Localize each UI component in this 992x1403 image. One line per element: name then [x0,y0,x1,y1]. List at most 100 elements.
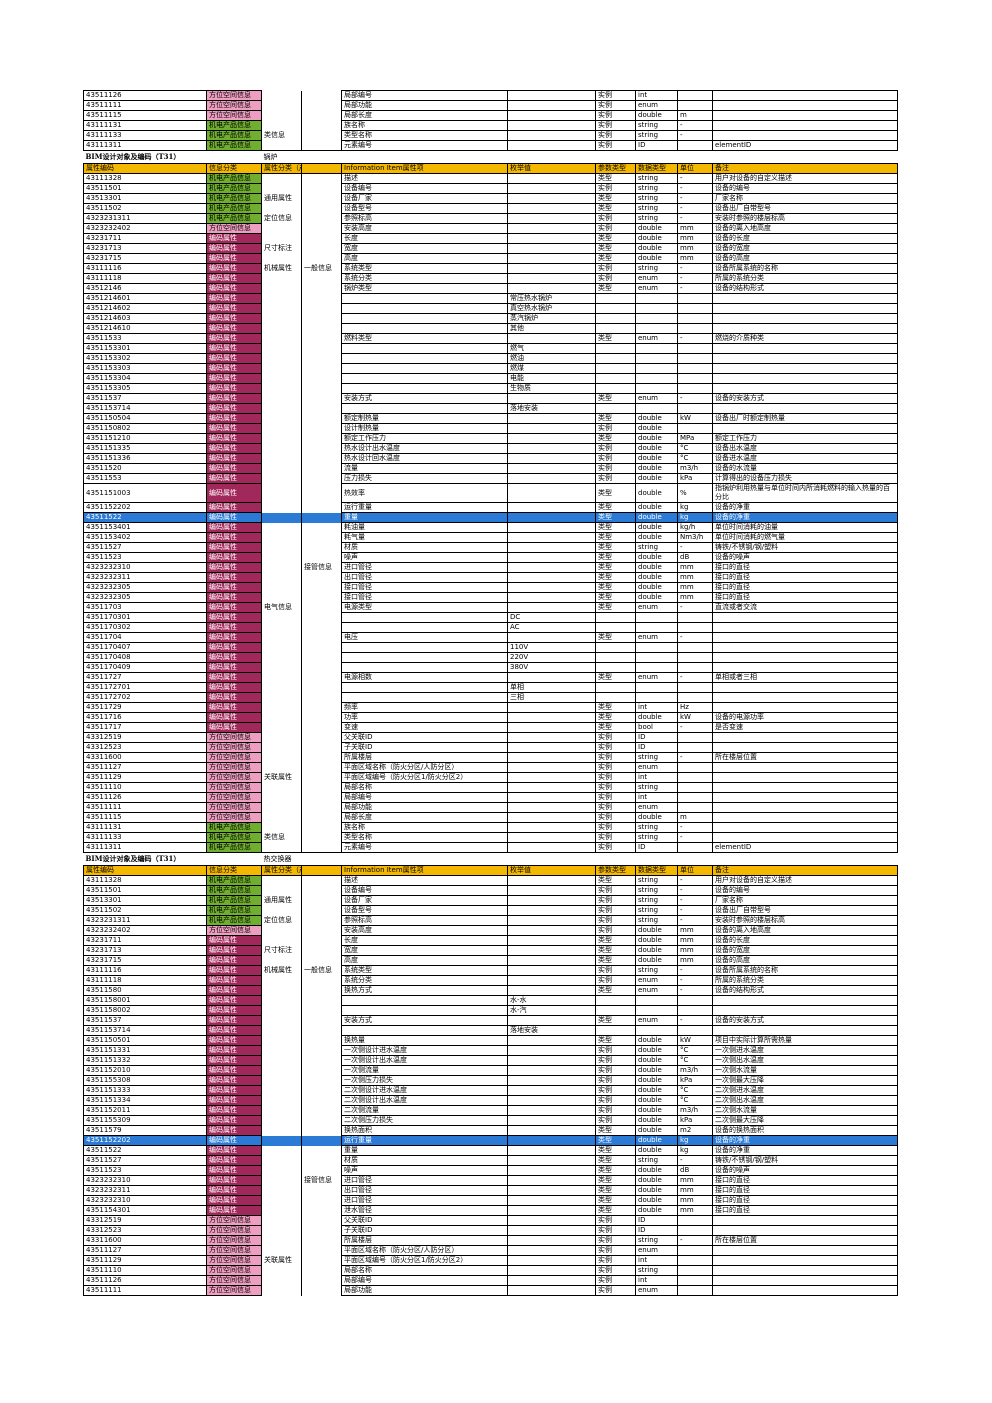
information-item: 系统分类 [341,975,508,986]
table-row: 4323232310 编码属性 接管信息 进口管径 类型 double mm 接口的直径 [83,562,898,573]
attribute-subclass [301,383,342,394]
attribute-subclass [301,140,342,151]
information-item [341,353,508,364]
info-category: 方位空间信息 [206,1225,262,1236]
table-row: 43511522 编码属性 重量 类型 double kg 设备的净重 [83,512,898,523]
attribute-class [261,100,302,111]
unit [677,1265,713,1276]
attribute-subclass [301,772,342,783]
attribute-class [261,955,302,966]
attribute-class [261,1035,302,1046]
data-type: double [635,1195,678,1206]
attribute-class: 尺寸标注 [261,243,302,254]
attribute-class [261,1055,302,1066]
column-header: Information Item属性项 [341,163,508,174]
information-item: 高度 [341,955,508,966]
information-item [341,652,508,663]
remark [712,682,898,693]
table-row: 4351155308 编码属性 一次侧压力损失 实例 double kPa 一次侧最大压降 [83,1075,898,1086]
info-category: 方位空间信息 [206,752,262,763]
param-type [595,353,636,364]
table-row: 4351158001 编码属性 水-水 [83,995,898,1006]
remark: 所在楼层位置 [712,752,898,763]
attribute-code: 43511126 [83,90,207,101]
param-type: 实例 [595,1075,636,1086]
param-type: 类型 [595,542,636,553]
attribute-subclass [301,522,342,533]
attribute-code: 43511717 [83,722,207,733]
attribute-class: 机械属性 [261,263,302,274]
table-row: 43512146 编码属性 锅炉类型 类型 enum - 设备的结构形式 [83,283,898,294]
unit: - [677,875,713,886]
information-item: 父关联ID [341,732,508,743]
enum-value [507,965,596,976]
unit: - [677,602,713,613]
table-row: 43111116 编码属性 机械属性 一般信息 系统类型 实例 string - 设备所属系统的… [83,263,898,274]
attribute-code: 4351152202 [83,1135,207,1146]
enum-value [507,832,596,843]
data-type: string [635,213,678,224]
enum-value: 生物质 [507,383,596,394]
attribute-subclass [301,110,342,121]
information-item [341,383,508,394]
data-type: double [635,522,678,533]
attribute-code: 43511111 [83,1285,207,1296]
enum-value [507,552,596,563]
attribute-class [261,1045,302,1056]
enum-value [507,253,596,264]
param-type: 实例 [595,90,636,101]
table-row: 43511127 方位空间信息 平面区域名称（防火分区/人防分区） 实例 enum [83,1245,898,1256]
remark [712,995,898,1006]
unit: mm [677,572,713,583]
information-item: 材质 [341,1155,508,1166]
unit: - [677,885,713,896]
enum-value [507,502,596,513]
table-row: 43511111 方位空间信息 局部功能 实例 enum [83,802,898,813]
table-row: 43511126 方位空间信息 局部编号 实例 int [83,792,898,803]
unit: mm [677,562,713,573]
info-category: 编码属性 [206,1165,262,1176]
remark: 设备的水流量 [712,463,898,474]
unit: mm [677,935,713,946]
param-type [595,293,636,304]
unit: - [677,985,713,996]
table-row: 4351151003 编码属性 热效率 类型 double% 指锅炉利用热量与单位时间内所… [83,483,898,503]
data-type: ID [635,140,678,151]
info-category: 编码属性 [206,363,262,374]
info-category: 编码属性 [206,413,262,424]
data-type: bool [635,722,678,733]
enum-value [507,792,596,803]
table-row: 4351172702 编码属性 三相 [83,692,898,703]
information-item: 类型名称 [341,130,508,141]
param-type: 类型 [595,173,636,184]
remark: 设备的结构形式 [712,985,898,996]
attribute-code: 43511553 [83,473,207,484]
remark [712,702,898,713]
table-row: 43511717 编码属性 变速 类型 bool - 是否变速 [83,722,898,733]
attribute-subclass [301,752,342,763]
attribute-class [261,542,302,553]
unit: °C [677,1095,713,1106]
attribute-subclass [301,1285,342,1296]
remark: 一次侧进水温度 [712,1045,898,1056]
data-type: double [635,1145,678,1156]
info-category: 编码属性 [206,622,262,633]
param-type: 实例 [595,473,636,484]
enum-value: 常压热水锅炉 [507,293,596,304]
attribute-class: 定位信息 [261,213,302,224]
data-type: double [635,572,678,583]
unit: mm [677,1175,713,1186]
enum-value [507,213,596,224]
data-type [635,1025,678,1036]
table-row: 4323232310 编码属性 进口管径 类型 double mm 接口的直径 [83,1195,898,1206]
remark: 是否变速 [712,722,898,733]
data-type: ID [635,742,678,753]
data-type: string [635,915,678,926]
data-type: enum [635,632,678,643]
enum-value [507,453,596,464]
enum-value [507,1175,596,1186]
table-row: 4323232311 编码属性 出口管径 类型 double mm 接口的直径 [83,1185,898,1196]
attribute-code: 43111133 [83,832,207,843]
table-row: 43511527 编码属性 材质 类型 string - 铸铁/不锈钢/钢/塑料 [83,1155,898,1166]
section-subject: 热交换器 [261,852,898,866]
